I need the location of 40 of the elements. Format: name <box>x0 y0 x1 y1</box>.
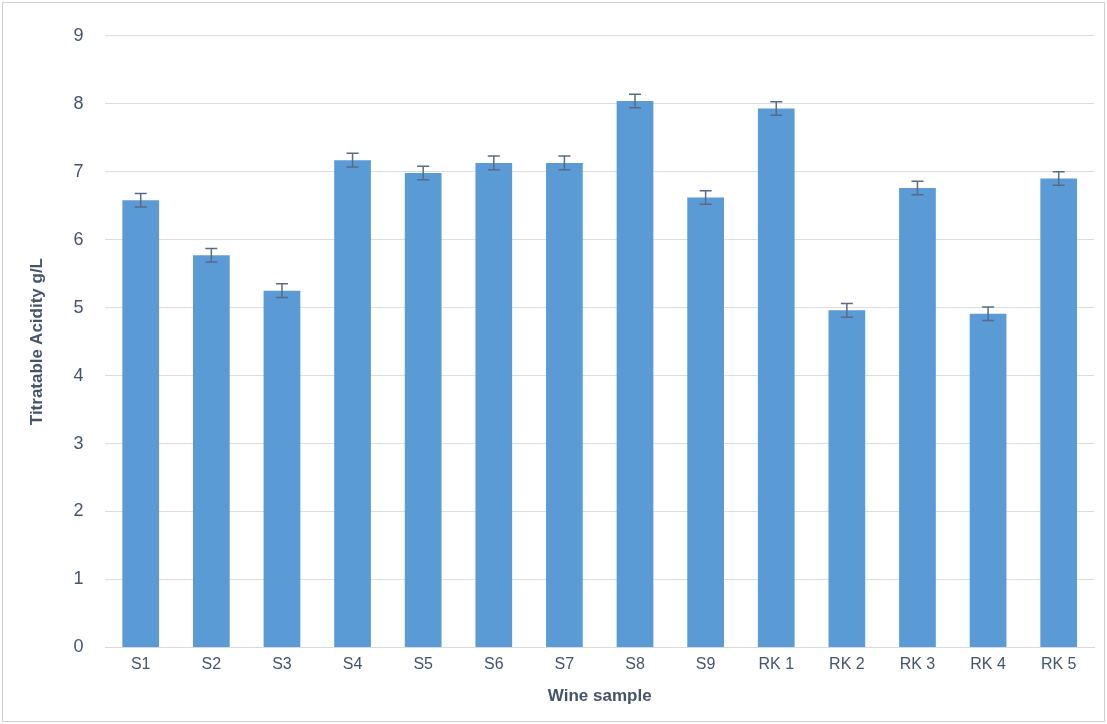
x-axis-title: Wine sample <box>547 686 652 706</box>
x-tick-label: S3 <box>272 655 292 673</box>
y-tick-label: 6 <box>73 228 84 249</box>
x-tick-label: RK 3 <box>899 655 936 673</box>
y-tick-label: 2 <box>73 500 84 521</box>
y-tick-label: 5 <box>73 296 84 317</box>
bar <box>546 162 583 647</box>
x-tick-label: S8 <box>625 655 645 673</box>
x-tick-label: RK 5 <box>1040 655 1077 673</box>
bar <box>828 310 866 647</box>
bar <box>475 162 513 647</box>
x-tick-label: S2 <box>201 655 222 673</box>
x-tick-label: RK 1 <box>758 655 795 673</box>
bar <box>616 101 654 647</box>
x-tick-label: S6 <box>484 655 504 673</box>
y-tick-label: 0 <box>73 636 84 657</box>
bar <box>192 255 230 647</box>
bar <box>122 200 160 647</box>
x-tick-label: RK 4 <box>970 655 1006 673</box>
bar <box>899 188 936 647</box>
y-axis-title: Titratable Acidity g/L <box>26 258 46 426</box>
x-tick-label: S5 <box>413 655 434 673</box>
y-tick-label: 4 <box>73 364 84 385</box>
y-tick-label: 8 <box>73 92 84 113</box>
bar <box>404 173 442 647</box>
x-tick-label: RK 2 <box>829 655 865 673</box>
x-tick-label: S4 <box>342 655 363 673</box>
y-tick-label: 9 <box>73 24 84 45</box>
bar <box>263 290 301 647</box>
x-tick-label: S9 <box>695 655 716 673</box>
x-tick-label: S1 <box>130 655 151 673</box>
y-tick-label: 3 <box>73 432 84 453</box>
bar <box>969 313 1007 647</box>
bar <box>687 197 724 647</box>
bar <box>334 160 371 647</box>
bar <box>757 108 795 647</box>
x-tick-label: S7 <box>554 655 575 673</box>
y-tick-label: 1 <box>73 568 84 589</box>
bar <box>1040 178 1078 647</box>
y-tick-label: 7 <box>73 160 84 181</box>
